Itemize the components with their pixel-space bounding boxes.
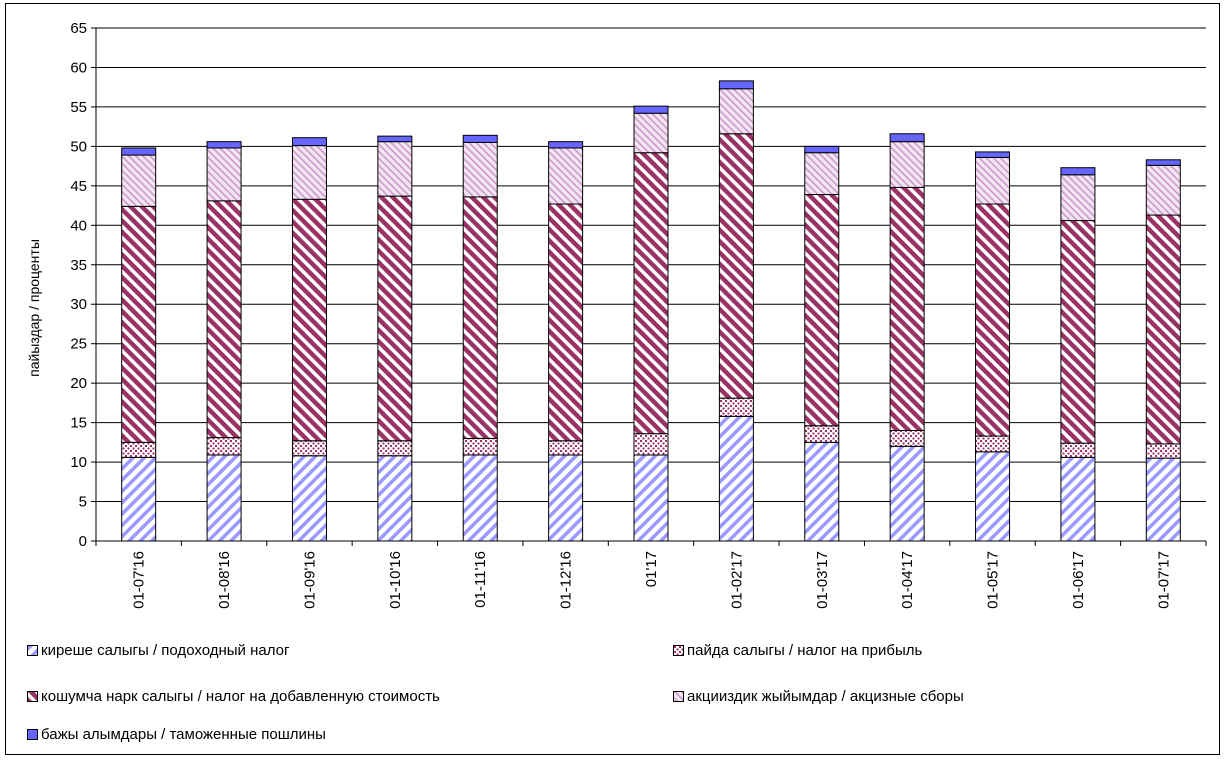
bar-segment [121, 147, 157, 156]
y-tick-label: 65 [70, 20, 87, 37]
bar-segment [377, 455, 413, 542]
x-tick-label: 01-06'17 [1070, 551, 1087, 609]
bar-segment [975, 451, 1011, 542]
axes: 0 5 10 15 20 25 30 35 40 45 50 55 60 65 01-07'16 01-08'… [70, 20, 1207, 609]
bar-segment [718, 415, 754, 542]
y-tick-label: 20 [70, 375, 87, 392]
bar-segment [206, 437, 242, 456]
bar-segment [1145, 443, 1181, 459]
x-tick-label: 01-04'17 [899, 551, 916, 609]
bar-segment [377, 135, 413, 143]
y-tick-label: 10 [70, 454, 87, 471]
bar-segment [1145, 164, 1181, 216]
bar-segment [633, 433, 669, 456]
bar-segment [804, 152, 840, 196]
bar-segment [462, 437, 498, 456]
bar-segment [889, 186, 925, 432]
bar-segment [206, 454, 242, 542]
x-tick-label: 01-07'16 [131, 551, 148, 609]
bar-segment [377, 440, 413, 457]
bar-segment [206, 200, 242, 439]
bar-segment [291, 145, 327, 200]
y-tick-label: 35 [70, 257, 87, 274]
bar-segment [462, 196, 498, 439]
bar-segment [377, 195, 413, 442]
bar-segment [889, 445, 925, 542]
bar-segment [206, 147, 242, 202]
bar-segment [889, 141, 925, 188]
bar-segment [804, 441, 840, 542]
bar-segment [804, 194, 840, 427]
x-tick-label: 01'17 [643, 551, 660, 587]
bar-segment [633, 112, 669, 154]
bar-segment [377, 141, 413, 197]
bar-segment [548, 454, 584, 542]
bar-segment [548, 203, 584, 442]
bar-segment [804, 145, 840, 154]
x-tick-label: 01-10'16 [387, 551, 404, 609]
bar-segment [548, 440, 584, 456]
bar-segment [121, 456, 157, 542]
bar-segment [462, 134, 498, 143]
bar-segment [548, 147, 584, 205]
bar-segment [1145, 457, 1181, 542]
bar-segment [1060, 220, 1096, 444]
bar-segment [718, 133, 754, 399]
bar-segment [121, 441, 157, 458]
x-tick-label: 01-07'17 [1155, 551, 1172, 609]
bar-segment [633, 152, 669, 435]
bar-segment [462, 454, 498, 542]
bar-segment [889, 133, 925, 143]
x-tick-label: 01-03'17 [814, 551, 831, 609]
y-tick-label: 25 [70, 336, 87, 353]
bar-segment [291, 198, 327, 442]
bar-segment [718, 80, 754, 90]
bar-segment [718, 397, 754, 417]
x-tick-label: 01-12'16 [558, 551, 575, 609]
bar-segment [804, 425, 840, 443]
bar-segment [206, 141, 242, 149]
y-tick-label: 55 [70, 99, 87, 116]
bar-segment [291, 455, 327, 542]
y-tick-label: 0 [79, 533, 87, 550]
y-tick-label: 15 [70, 415, 87, 432]
bar-segment [291, 440, 327, 457]
bar-segment [633, 105, 669, 114]
bar-segment [1145, 214, 1181, 445]
bar-segment [1060, 442, 1096, 458]
bar-segment [718, 88, 754, 135]
bar-segment [121, 154, 157, 207]
bar-segment [462, 141, 498, 198]
x-tick-label: 01-09'16 [301, 551, 318, 609]
bar-segment [121, 205, 157, 443]
y-tick-label: 45 [70, 178, 87, 195]
x-tick-label: 01-05'17 [985, 551, 1002, 609]
bar-segment [975, 151, 1011, 158]
y-tick-label: 5 [79, 494, 87, 511]
bar-segment [1060, 167, 1096, 176]
bar-segment [975, 156, 1011, 205]
bar-segment [975, 203, 1011, 437]
bar-segment [1060, 174, 1096, 222]
y-tick-label: 30 [70, 296, 87, 313]
y-tick-label: 60 [70, 59, 87, 76]
bar-segment [548, 141, 584, 149]
bar-segment [889, 430, 925, 447]
bar-segment [291, 137, 327, 147]
y-tick-label: 40 [70, 217, 87, 234]
bar-segment [1145, 159, 1181, 166]
bar-segment [1060, 456, 1096, 542]
y-axis-label: пайыздар / проценты [26, 239, 42, 377]
x-tick-label: 01-11'16 [472, 551, 489, 608]
bars [121, 80, 1181, 542]
x-tick-label: 01-02'17 [728, 551, 745, 609]
y-tick-label: 50 [70, 138, 87, 155]
bar-segment [975, 435, 1011, 453]
x-tick-label: 01-08'16 [216, 551, 233, 609]
bar-segment [633, 454, 669, 542]
